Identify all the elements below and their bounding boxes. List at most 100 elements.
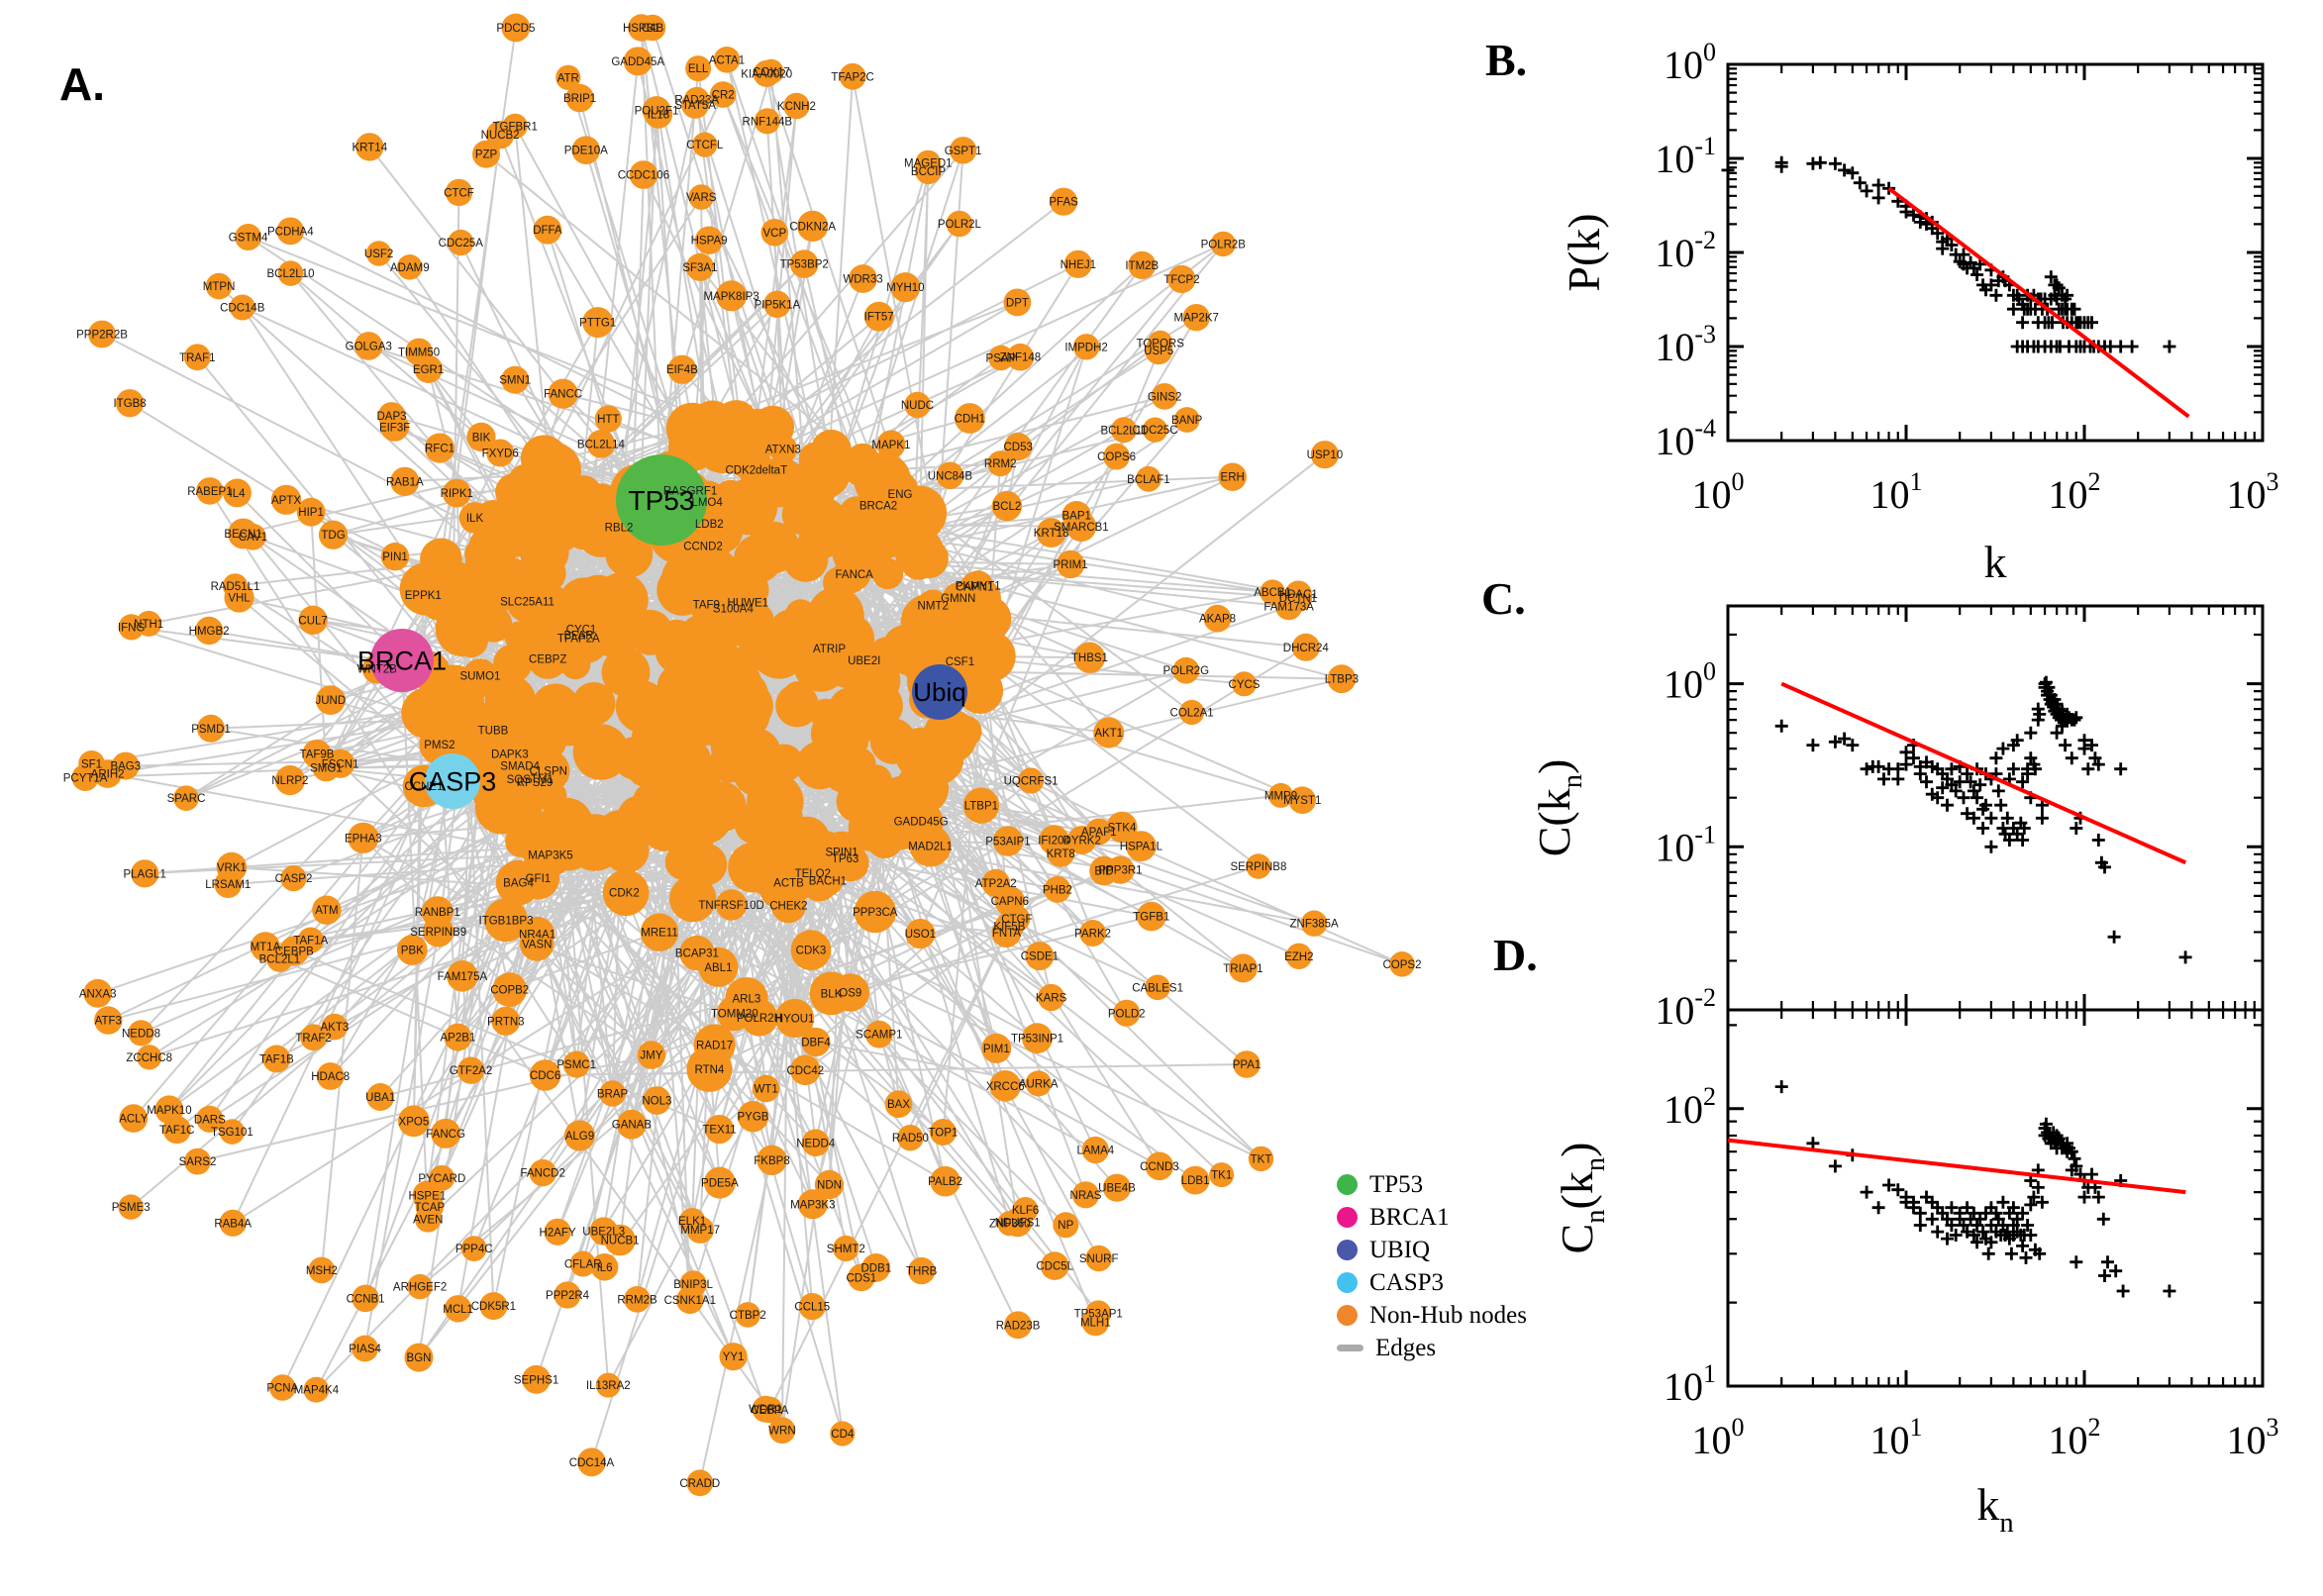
network-node-label: P53AIP1 — [985, 837, 1030, 848]
network-node — [1180, 1165, 1210, 1195]
network-node-label: ZNF385A — [1289, 919, 1339, 931]
network-node-label: GADD45A — [611, 56, 664, 68]
network-node — [390, 466, 420, 496]
network-node-label: CTCF — [444, 187, 474, 199]
network-node-label: MCL1 — [443, 1304, 473, 1316]
network-node-label: CDC14A — [569, 1457, 615, 1469]
network-node-label: PYGB — [738, 1112, 769, 1124]
network-node — [725, 977, 768, 1021]
network-node — [897, 1125, 924, 1151]
network-node — [929, 1119, 957, 1146]
network-node — [205, 272, 233, 300]
network-node — [321, 1013, 349, 1041]
network-node-label: STK4 — [1108, 822, 1137, 834]
network-node — [698, 947, 739, 987]
network-node — [1310, 441, 1339, 469]
network-node — [276, 217, 305, 246]
network-node-label: TIMM50 — [398, 348, 440, 359]
network-node — [1128, 250, 1157, 279]
network-node — [828, 629, 861, 662]
network-node — [162, 1116, 191, 1145]
network-node — [377, 402, 406, 430]
network-node — [988, 345, 1014, 371]
network-node-label: NOL3 — [642, 1096, 671, 1108]
network-node-label: BGN — [407, 1352, 432, 1364]
network-node-label: CUL7 — [298, 615, 327, 627]
network-node-label: GMNN — [941, 593, 975, 605]
hub-node-label: TP53 — [629, 485, 695, 516]
hub-node-casp3 — [425, 753, 480, 809]
network-node-label: SLC25A11 — [500, 596, 555, 608]
network-node-label: SCAMP1 — [856, 1030, 902, 1042]
network-node-label: PIM1 — [983, 1044, 1010, 1055]
major-ticks — [1726, 62, 2265, 443]
network-node-label: ITM2B — [1125, 260, 1159, 272]
legend-item-tp53: TP53 — [1337, 1168, 1527, 1201]
network-node-label: H2AFY — [540, 1227, 576, 1239]
network-node-label: PMS2 — [424, 740, 454, 751]
network-node-label: CLSPN — [530, 766, 567, 778]
network-node — [1004, 1311, 1032, 1340]
network-node — [460, 1236, 487, 1261]
network-node — [628, 14, 656, 42]
network-node-label: ACTB — [773, 878, 804, 890]
network-node-label: RFC1 — [425, 444, 454, 455]
network-node — [475, 606, 513, 643]
network-node-label: PCDHA4 — [267, 226, 314, 238]
network-node-label: BRAP — [597, 1089, 629, 1101]
network-node-label: SMAD4 — [500, 761, 540, 773]
network-node-label: ITGB8 — [113, 398, 146, 410]
network-node-label: KIF5B — [993, 922, 1025, 934]
network-node — [686, 1216, 714, 1244]
network-node — [348, 822, 379, 853]
network-node — [790, 930, 832, 971]
network-node-label: IFI204 — [1038, 836, 1070, 848]
network-node — [300, 1024, 327, 1051]
network-node — [504, 621, 535, 651]
network-node — [478, 746, 510, 777]
network-node — [1172, 656, 1200, 684]
minor-ticks — [1728, 1010, 2263, 1386]
network-node-label: SMARCB1 — [1054, 522, 1109, 534]
network-node-label: CDC42 — [786, 1065, 824, 1077]
network-node-label: KRT8 — [1047, 848, 1075, 860]
network-node-label: PHB2 — [1043, 884, 1072, 896]
network-node — [1093, 717, 1125, 748]
network-node — [355, 133, 384, 161]
network-node — [1022, 1023, 1053, 1054]
network-node-label: CCNB1 — [347, 1293, 385, 1305]
network-node — [946, 210, 973, 238]
network-node — [83, 978, 113, 1008]
network-node-label: BRCA2 — [859, 501, 897, 513]
network-node-label: DYRK2 — [1063, 836, 1101, 848]
network-node — [269, 1374, 296, 1401]
network-node — [904, 391, 931, 419]
network-node-label: CTCFL — [686, 140, 724, 151]
network-node-label: CEBPB — [275, 946, 314, 957]
network-node — [448, 229, 474, 256]
network-node-label: PPP3R1 — [1098, 865, 1142, 877]
network-node — [477, 516, 524, 563]
network-node-label: PCYT1A — [63, 772, 108, 784]
network-node — [544, 1218, 571, 1246]
network-node — [688, 184, 714, 210]
network-node-label: LTBP3 — [1325, 674, 1359, 686]
network-node-label: PSMD1 — [191, 724, 231, 736]
network-node-label: MAP3K5 — [528, 850, 572, 862]
legend-item-label: Edges — [1375, 1334, 1437, 1361]
network-node — [864, 1020, 893, 1048]
network-node — [617, 1109, 647, 1140]
network-node-label: CCNE1 — [405, 781, 444, 793]
network-node — [992, 826, 1024, 856]
network-node-label: RPS29 — [517, 777, 553, 789]
network-node — [522, 1364, 551, 1394]
network-node — [694, 226, 724, 254]
network-node — [1232, 671, 1257, 697]
network-node — [807, 587, 864, 645]
network-node — [684, 843, 728, 886]
network-node-label: SUMO1 — [459, 671, 500, 683]
network-node-label: USO1 — [905, 929, 936, 941]
network-node — [683, 86, 710, 113]
node-swatch-icon — [1337, 1272, 1358, 1293]
network-node — [594, 405, 622, 433]
